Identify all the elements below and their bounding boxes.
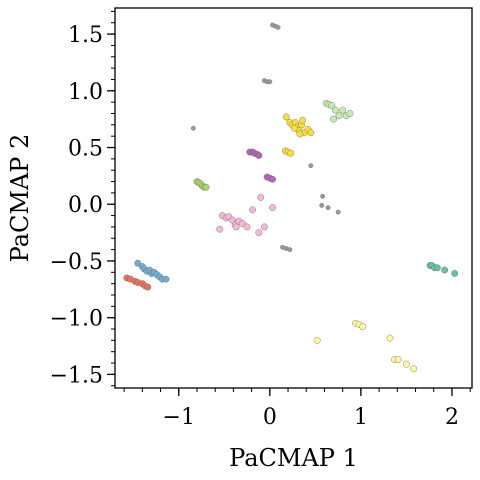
data-point [441, 266, 449, 274]
plot-frame [114, 7, 473, 389]
data-point [287, 149, 295, 157]
data-point [346, 110, 354, 117]
data-point [269, 175, 276, 183]
data-point [216, 225, 224, 233]
x-tick-label: 0 [263, 405, 277, 430]
data-point [330, 115, 337, 123]
data-point [202, 183, 210, 191]
data-point [282, 113, 290, 121]
y-tick-label: 0.5 [68, 137, 103, 162]
axis-ticks: 1.5 1.0 0.5 0.0 −0.5 −1.0 −1.5 −1 0 1 2 [50, 10, 471, 430]
data-point [331, 106, 339, 114]
data-point [307, 129, 315, 137]
data-point [319, 202, 325, 208]
data-point [451, 270, 459, 277]
data-point [386, 334, 394, 342]
data-point [328, 102, 336, 109]
data-point [291, 124, 298, 132]
data-point [433, 264, 441, 272]
data-point [299, 116, 307, 124]
y-tick-label: 1.5 [68, 23, 103, 48]
y-tick-label: −0.5 [50, 250, 103, 275]
data-point [359, 323, 367, 331]
data-point [335, 209, 341, 215]
data-point [296, 130, 304, 138]
x-tick-label: 2 [445, 405, 459, 430]
data-point [255, 229, 263, 236]
data-point [287, 247, 293, 253]
x-tick-label: 1 [354, 405, 368, 430]
data-point [275, 24, 281, 30]
data-point [232, 223, 240, 231]
data-point [313, 336, 321, 344]
data-point [410, 365, 418, 373]
data-point [403, 360, 410, 368]
data-point [249, 206, 256, 214]
y-tick-label: 0.0 [68, 193, 103, 218]
data-point [267, 79, 273, 85]
y-axis-label: PaCMAP 2 [6, 134, 34, 263]
data-point [269, 204, 276, 212]
data-point [320, 193, 326, 199]
y-tick-label: −1.0 [50, 307, 103, 332]
data-point [339, 106, 347, 114]
data-point [260, 223, 268, 231]
data-point [255, 152, 263, 159]
data-point [239, 220, 246, 227]
x-tick-label: −1 [163, 405, 195, 430]
x-axis-label: PaCMAP 1 [229, 444, 358, 472]
data-point [335, 112, 343, 120]
data-point [394, 356, 402, 364]
data-point [190, 125, 196, 131]
data-point [325, 205, 331, 211]
data-point [144, 283, 152, 291]
y-tick-label: −1.5 [50, 363, 103, 388]
data-point [243, 223, 251, 231]
data-point [308, 163, 314, 169]
plot-points [123, 22, 459, 373]
y-tick-label: 1.0 [68, 80, 103, 105]
data-point [134, 259, 142, 267]
data-point [257, 194, 265, 201]
data-point [162, 275, 170, 283]
